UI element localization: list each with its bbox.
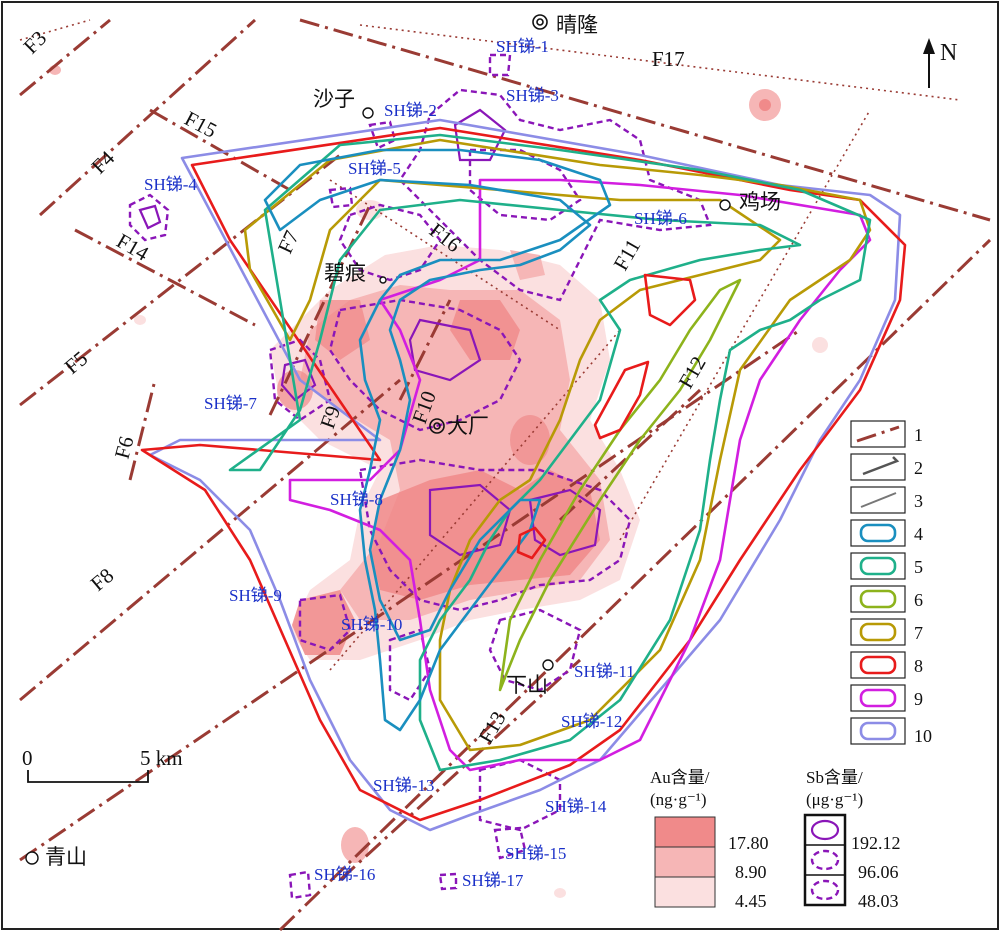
legend-item-9: 9 bbox=[850, 684, 923, 712]
sb-legend-unit: (μg·g⁻¹) bbox=[806, 790, 863, 809]
svg-text:7: 7 bbox=[914, 623, 923, 643]
place-label-xiashan: 下山 bbox=[506, 673, 548, 697]
sb-level-low: 48.03 bbox=[858, 891, 899, 911]
sb-site-label: SH锑-15 bbox=[505, 844, 566, 863]
fault-label-F17: F17 bbox=[652, 47, 685, 71]
sb-site-label: SH锑-3 bbox=[506, 86, 559, 105]
sb-site-label: SH锑-1 bbox=[496, 37, 549, 56]
legend-item-3: 3 bbox=[850, 486, 923, 514]
place-label-bihen: 碧痕 bbox=[324, 261, 366, 285]
svg-text:3: 3 bbox=[914, 491, 923, 511]
scale-bar-end: 5 km bbox=[140, 746, 183, 770]
svg-text:6: 6 bbox=[914, 590, 923, 610]
sb-site-label: SH锑-16 bbox=[314, 865, 375, 884]
place-label-dachang: 大厂 bbox=[447, 414, 489, 438]
svg-text:8: 8 bbox=[914, 656, 923, 676]
au-legend: Au含量/ (ng·g⁻¹) 17.80 8.90 4.45 bbox=[650, 768, 769, 911]
zone-boundaries bbox=[140, 118, 907, 832]
sb-site-label: SH锑-8 bbox=[330, 490, 383, 509]
place-label-shazi: 沙子 bbox=[313, 87, 355, 111]
legend-item-2: 2 bbox=[850, 453, 923, 481]
au-level-high: 17.80 bbox=[728, 833, 769, 853]
place-label-jichang: 鸡场 bbox=[739, 190, 781, 214]
legend-item-6: 6 bbox=[850, 585, 923, 613]
sb-level-high: 192.12 bbox=[851, 833, 901, 853]
legend-item-1: 1 bbox=[850, 420, 923, 448]
au-legend-unit: (ng·g⁻¹) bbox=[650, 790, 707, 809]
au-anomaly-layer bbox=[49, 65, 828, 898]
city-marker-icon bbox=[429, 418, 445, 434]
svg-text:1: 1 bbox=[914, 425, 923, 445]
legend-item-8: 8 bbox=[850, 651, 923, 679]
svg-text:4: 4 bbox=[914, 524, 923, 544]
scale-bar-start: 0 bbox=[22, 746, 33, 770]
sb-site-label: SH锑-12 bbox=[561, 712, 622, 731]
sb-site-label: SH锑-5 bbox=[348, 159, 401, 178]
place-label-qingshan: 青山 bbox=[45, 845, 87, 869]
sb-site-label: SH锑-10 bbox=[341, 615, 402, 634]
town-marker-icon bbox=[362, 107, 374, 119]
scale-bar: 0 5 km bbox=[22, 746, 183, 783]
au-legend-title: Au含量/ bbox=[650, 768, 710, 787]
city-marker-icon bbox=[532, 14, 548, 30]
sb-site-labels: SH锑-1 SH锑-2 SH锑-3 SH锑-4 SH锑-5 SH锑-6 SH锑-… bbox=[144, 37, 687, 890]
north-arrow-icon bbox=[923, 38, 935, 88]
svg-text:5: 5 bbox=[914, 557, 923, 577]
place-markers: 晴隆 沙子 鸡场 碧痕 大厂 下山 青山 bbox=[25, 13, 781, 869]
sb-site-label: SH锑-6 bbox=[634, 209, 687, 228]
legend-item-10: 10 bbox=[850, 717, 932, 746]
sb-site-label: SH锑-17 bbox=[462, 871, 524, 890]
sb-site-label: SH锑-14 bbox=[545, 797, 607, 816]
svg-text:2: 2 bbox=[914, 458, 923, 478]
au-level-mid: 8.90 bbox=[735, 862, 767, 882]
sb-site-label: SH锑-9 bbox=[229, 586, 282, 605]
legend-item-5: 5 bbox=[850, 552, 923, 580]
sb-level-mid: 96.06 bbox=[858, 862, 899, 882]
au-level-low: 4.45 bbox=[735, 891, 767, 911]
sb-site-label: SH锑-11 bbox=[574, 662, 635, 681]
sb-site-label: SH锑-13 bbox=[373, 776, 434, 795]
town-marker-icon bbox=[542, 659, 554, 671]
town-marker-icon bbox=[719, 199, 731, 211]
sb-site-label: SH锑-4 bbox=[144, 175, 197, 194]
sb-legend-title: Sb含量/ bbox=[806, 768, 863, 787]
town-marker-icon bbox=[379, 276, 387, 284]
svg-text:10: 10 bbox=[914, 726, 932, 746]
svg-text:9: 9 bbox=[914, 689, 923, 709]
place-label-qinglong: 晴隆 bbox=[556, 13, 598, 37]
legend-item-4: 4 bbox=[850, 519, 923, 547]
fault-lines bbox=[19, 18, 992, 931]
legend-item-7: 7 bbox=[850, 618, 923, 646]
sb-site-label: SH锑-7 bbox=[204, 394, 257, 413]
map-legend: 1 2 3 4 5 6 7 bbox=[850, 420, 932, 746]
town-marker-icon bbox=[25, 851, 39, 865]
north-label: N bbox=[940, 40, 957, 66]
sb-legend: Sb含量/ (μg·g⁻¹) 192.12 96.06 48.03 bbox=[803, 768, 901, 911]
sb-site-label: SH锑-2 bbox=[384, 101, 437, 120]
